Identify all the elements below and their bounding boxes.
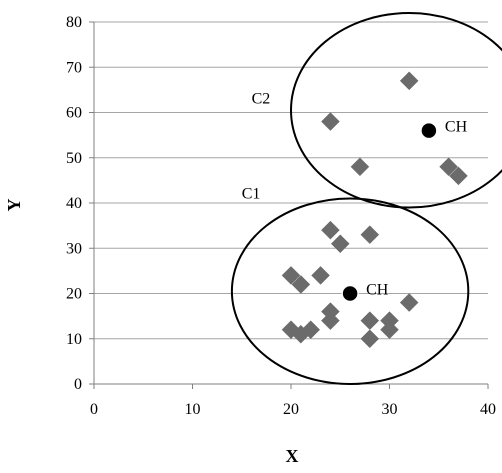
cluster-boundary [230,197,470,385]
data-point [380,320,399,340]
data-point [330,234,350,254]
cluster-head-label: CH [366,282,389,299]
x-tick-label: 0 [90,401,98,418]
y-tick-label: 60 [66,105,82,122]
data-point [350,157,370,177]
tick-labels: 0 10 20 30 40 50 60 70 80 0 10 20 30 40 [66,14,496,418]
x-tick-label: 20 [283,401,299,418]
data-point [360,311,380,331]
y-tick-label: 0 [74,376,82,393]
data-point [360,225,380,245]
cluster-boundary [290,11,502,209]
cluster-label: C1 [242,185,261,202]
annotations: C1 C2 CH CH [242,90,468,298]
data-point [301,320,321,340]
cluster-label: C2 [252,90,271,107]
data-point [291,275,311,294]
cluster-head-marker [420,121,438,140]
y-tick-label: 10 [66,331,82,348]
x-tick-label: 30 [382,401,398,418]
data-point [399,71,419,91]
y-tick-label: 50 [66,150,82,167]
data-point [321,220,340,240]
y-tick-label: 20 [66,286,82,303]
x-tick-label: 40 [480,401,496,418]
data-point [311,266,330,285]
y-axis-title: Y [4,199,24,212]
x-axis-title: X [286,446,299,466]
data-point [281,266,301,285]
axes [89,21,489,389]
y-tick-label: 40 [66,195,82,212]
data-point [360,329,380,349]
cluster-head-label: CH [445,119,468,136]
y-tick-label: 70 [66,59,82,76]
y-tick-label: 30 [66,240,82,257]
y-tick-label: 80 [66,14,82,31]
data-point [321,112,340,131]
gridlines [94,21,488,340]
data-point [439,157,458,177]
cluster-head-marker [341,284,359,303]
data-points [281,71,468,349]
cluster-heads [341,121,438,303]
data-point [399,293,419,312]
data-point [321,311,340,331]
x-tick-label: 10 [185,401,201,418]
data-point [449,166,468,186]
cluster-circles [230,11,502,385]
